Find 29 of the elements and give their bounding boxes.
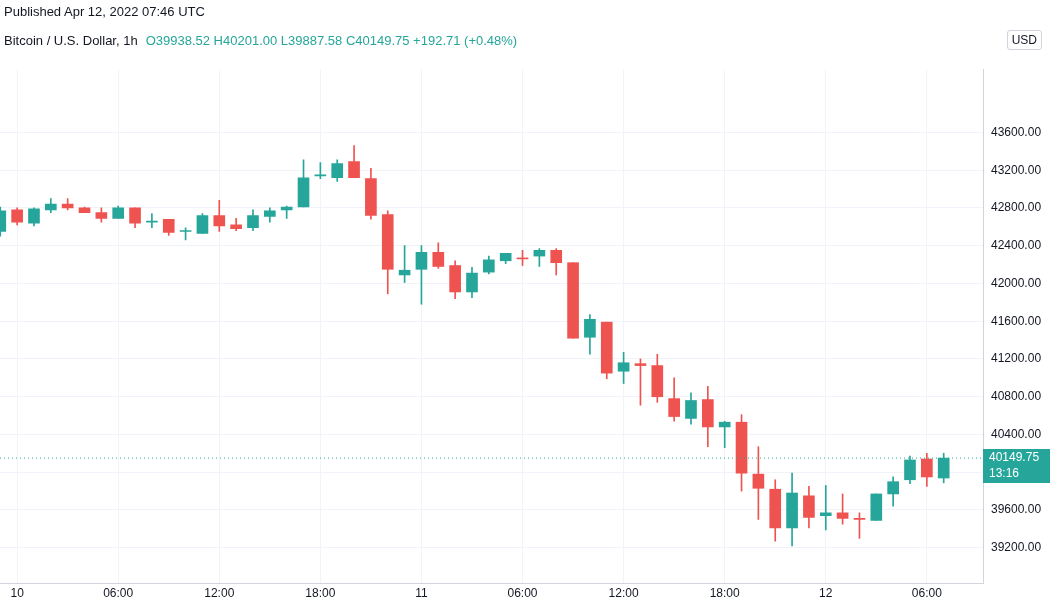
candlestick	[819, 485, 832, 531]
y-tick-label: 42000.00	[991, 275, 1042, 290]
y-tick-label: 42800.00	[991, 200, 1042, 215]
x-tick-label: 06:00	[507, 586, 538, 600]
x-tick-label: 12:00	[608, 586, 639, 600]
y-tick-label: 40800.00	[991, 389, 1042, 404]
text: 13:16	[989, 466, 1020, 481]
x-tick-label: 18:00	[305, 586, 336, 600]
x-tick-label: 12	[819, 586, 833, 600]
y-tick-label: 41200.00	[991, 351, 1042, 366]
x-tick-label: 06:00	[103, 586, 134, 600]
x-tick-label: 12:00	[204, 586, 235, 600]
y-tick-label: 40400.00	[991, 426, 1042, 441]
ref-line-label: 40149.75	[989, 450, 1040, 465]
x-tick-label: 11	[415, 586, 428, 600]
x-tick-label: 06:00	[911, 586, 943, 600]
text: O39938.52 H40201.00 L39887.58 C40149.75 +192.71 (+0.48%)	[145, 32, 518, 48]
y-tick-label: 39200.00	[991, 540, 1042, 555]
x-tick-label: 10	[10, 586, 25, 600]
y-tick-label: 41600.00	[991, 313, 1042, 328]
y-tick-label: 39600.00	[991, 502, 1042, 517]
y-tick-label: 43600.00	[991, 124, 1042, 139]
chart-title: Bitcoin / U.S. Dollar, 1h	[4, 32, 138, 48]
y-tick-label: 43200.00	[991, 162, 1042, 177]
chart-subtitle: Published Apr 12, 2022 07:46 UTC	[3, 3, 206, 21]
y-tick-label: 42400.00	[991, 238, 1042, 253]
y-axis-title: USD	[1006, 30, 1042, 50]
x-tick-label: 18:00	[709, 586, 741, 600]
candlestick	[718, 420, 731, 449]
